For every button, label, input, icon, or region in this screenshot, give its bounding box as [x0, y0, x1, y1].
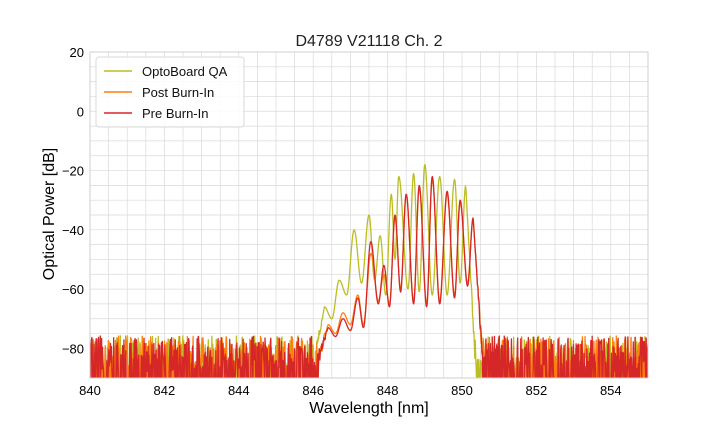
chart-title: D4789 V21118 Ch. 2: [295, 33, 442, 50]
y-tick-label: 0: [77, 104, 84, 119]
x-axis-label: Wavelength [nm]: [309, 400, 428, 417]
legend-label-pre-burn-in: Pre Burn-In: [142, 106, 208, 121]
x-tick-label: 852: [526, 383, 548, 398]
x-axis-ticks: 840 842 844 846 848 850 852 854: [79, 383, 622, 398]
y-tick-label: −40: [62, 223, 84, 238]
y-axis-label: Optical Power [dB]: [41, 148, 58, 281]
x-tick-label: 842: [154, 383, 176, 398]
x-tick-label: 854: [600, 383, 622, 398]
series-line-pre-burn-in: [90, 175, 648, 378]
series-line-post-burn-in: [90, 178, 648, 378]
legend-label-post-burn-in: Post Burn-In: [142, 85, 214, 100]
legend-label-optoboard-qa: OptoBoard QA: [142, 64, 228, 79]
y-tick-label: 20: [70, 45, 84, 60]
y-tick-label: −20: [62, 164, 84, 179]
legend: OptoBoard QA Post Burn-In Pre Burn-In: [95, 56, 245, 128]
x-tick-label: 844: [228, 383, 250, 398]
legend-box: [95, 56, 245, 128]
y-tick-label: −80: [62, 341, 84, 356]
x-tick-label: 850: [451, 383, 473, 398]
x-tick-label: 840: [79, 383, 101, 398]
x-tick-label: 846: [302, 383, 324, 398]
plot-frame: [89, 51, 649, 379]
y-axis-ticks: 20 0 −20 −40 −60 −80: [62, 45, 84, 356]
y-tick-label: −60: [62, 282, 84, 297]
series-layer: [90, 163, 648, 378]
x-tick-label: 848: [377, 383, 399, 398]
